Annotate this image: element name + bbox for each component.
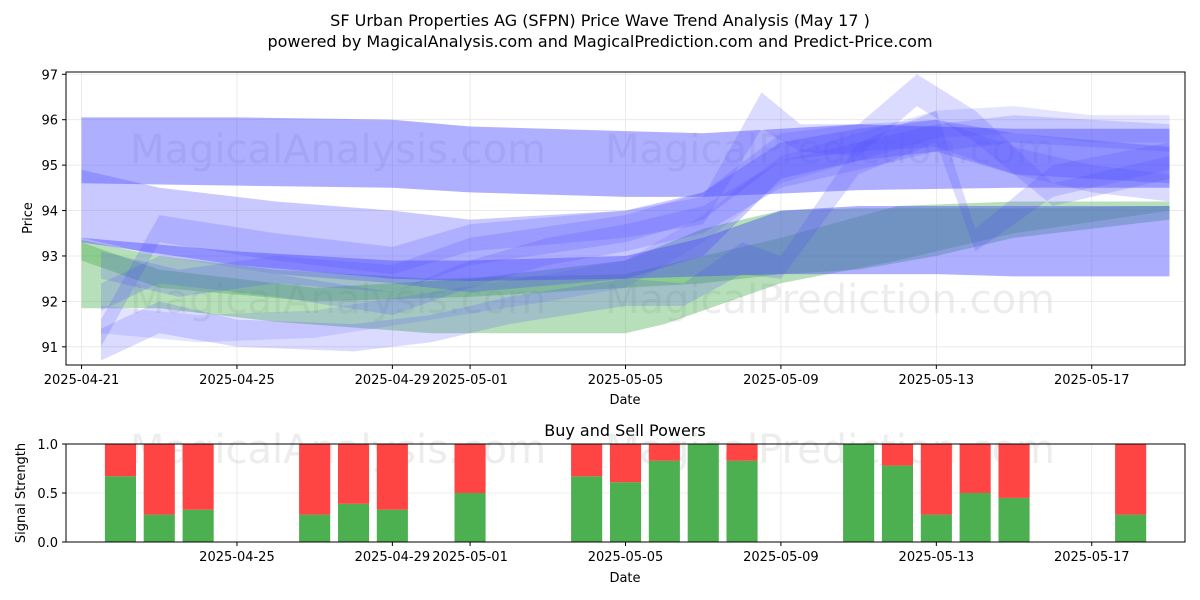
price-y-tick-label: 94 bbox=[41, 205, 58, 220]
price-x-tick-label: 2025-04-25 bbox=[199, 373, 275, 388]
buy-power-bar bbox=[648, 460, 680, 542]
wave-band-blue-band-wide bbox=[81, 117, 1170, 197]
buy-power-bar bbox=[687, 444, 719, 542]
buy-sell-x-tick-label: 2025-05-01 bbox=[432, 550, 508, 565]
sell-power-bar bbox=[376, 444, 408, 510]
sell-power-bar bbox=[726, 444, 758, 461]
buy-power-bar bbox=[610, 482, 642, 542]
price-y-tick-label: 93 bbox=[41, 250, 58, 265]
buy-power-bar bbox=[299, 514, 331, 542]
sell-power-bar bbox=[104, 444, 136, 477]
price-x-tick-label: 2025-04-21 bbox=[44, 373, 120, 388]
buy-sell-x-axis-label: Date bbox=[609, 571, 640, 586]
price-y-tick-label: 95 bbox=[41, 159, 58, 174]
wave-band-blue-band-d bbox=[101, 119, 1170, 297]
wave-band-blue-band-a bbox=[101, 74, 1170, 347]
buy-power-bar bbox=[1115, 514, 1147, 542]
sell-power-bar bbox=[610, 444, 642, 483]
price-x-axis-label: Date bbox=[609, 393, 640, 408]
buy-sell-x-tick-label: 2025-04-29 bbox=[355, 550, 431, 565]
price-y-tick-label: 96 bbox=[41, 114, 58, 129]
price-x-tick-label: 2025-05-13 bbox=[899, 373, 975, 388]
watermark-text: MagicalPrediction.com bbox=[605, 127, 1055, 173]
sell-power-bar bbox=[571, 444, 603, 477]
price-x-tick-label: 2025-05-09 bbox=[743, 373, 819, 388]
buy-power-bar bbox=[338, 503, 370, 542]
chart-title: SF Urban Properties AG (SFPN) Price Wave… bbox=[330, 11, 870, 30]
wave-band-blue-band-low bbox=[81, 206, 1170, 281]
sell-power-bar bbox=[1115, 444, 1147, 515]
buy-sell-x-tick-label: 2025-04-25 bbox=[199, 550, 275, 565]
wave-band-green-band-2 bbox=[81, 206, 1170, 302]
buy-power-bar bbox=[143, 514, 175, 542]
buy-power-bar bbox=[104, 476, 136, 542]
price-y-axis-label: Price bbox=[21, 202, 36, 234]
price-y-tick-label: 91 bbox=[41, 341, 58, 356]
buy-power-bar bbox=[920, 514, 952, 542]
wave-band-blue-band-e bbox=[101, 106, 1170, 343]
sell-power-bar bbox=[182, 444, 214, 510]
price-x-tick-label: 2025-05-05 bbox=[588, 373, 664, 388]
sell-power-bar bbox=[920, 444, 952, 515]
sell-power-bar bbox=[143, 444, 175, 515]
sell-power-bar bbox=[959, 444, 991, 493]
wave-band-blue-band-mid bbox=[81, 119, 1170, 293]
watermark-text: MagicalAnalysis.com bbox=[130, 277, 546, 323]
buy-sell-x-tick-label: 2025-05-13 bbox=[899, 550, 975, 565]
buy-sell-title: Buy and Sell Powers bbox=[544, 421, 706, 440]
buy-power-bar bbox=[376, 509, 408, 542]
price-y-tick-label: 92 bbox=[41, 295, 58, 310]
wave-band-blue-band-c bbox=[101, 115, 1170, 315]
buy-sell-x-tick-label: 2025-05-05 bbox=[588, 550, 664, 565]
buy-power-bar bbox=[959, 493, 991, 542]
buy-sell-y-tick-label: 0.0 bbox=[37, 536, 58, 551]
buy-sell-y-tick-label: 0.5 bbox=[37, 487, 58, 502]
price-x-tick-label: 2025-05-17 bbox=[1054, 373, 1130, 388]
buy-power-bar bbox=[726, 460, 758, 542]
sell-power-bar bbox=[998, 444, 1030, 498]
sell-power-bar bbox=[648, 444, 680, 461]
sell-power-bar bbox=[881, 444, 913, 466]
chart-subtitle: powered by MagicalAnalysis.com and Magic… bbox=[267, 32, 932, 51]
buy-power-bar bbox=[998, 497, 1030, 542]
buy-power-bar bbox=[881, 465, 913, 542]
buy-power-bar bbox=[182, 509, 214, 542]
buy-power-bar bbox=[571, 476, 603, 542]
price-y-tick-label: 97 bbox=[41, 68, 58, 83]
wave-band-blue-band-b bbox=[101, 110, 1170, 361]
price-x-tick-label: 2025-04-29 bbox=[355, 373, 431, 388]
buy-sell-panel: Buy and Sell Powers MagicalAnalysis.com … bbox=[14, 421, 1186, 586]
watermark-text: MagicalPrediction.com bbox=[605, 277, 1055, 323]
watermark-text: MagicalAnalysis.com bbox=[130, 127, 546, 173]
buy-power-bar bbox=[843, 444, 875, 542]
buy-sell-y-axis-label: Signal Strength bbox=[14, 443, 29, 543]
sell-power-bar bbox=[454, 444, 486, 493]
buy-sell-x-tick-label: 2025-05-17 bbox=[1054, 550, 1130, 565]
sell-power-bar bbox=[338, 444, 370, 504]
price-wave-panel: MagicalAnalysis.com MagicalPrediction.co… bbox=[21, 68, 1186, 408]
sell-power-bar bbox=[299, 444, 331, 515]
buy-sell-y-tick-label: 1.0 bbox=[37, 438, 58, 453]
wave-band-green-band-1 bbox=[81, 201, 1170, 334]
price-x-tick-label: 2025-05-01 bbox=[432, 373, 508, 388]
buy-power-bar bbox=[454, 493, 486, 542]
buy-sell-x-tick-label: 2025-05-09 bbox=[743, 550, 819, 565]
